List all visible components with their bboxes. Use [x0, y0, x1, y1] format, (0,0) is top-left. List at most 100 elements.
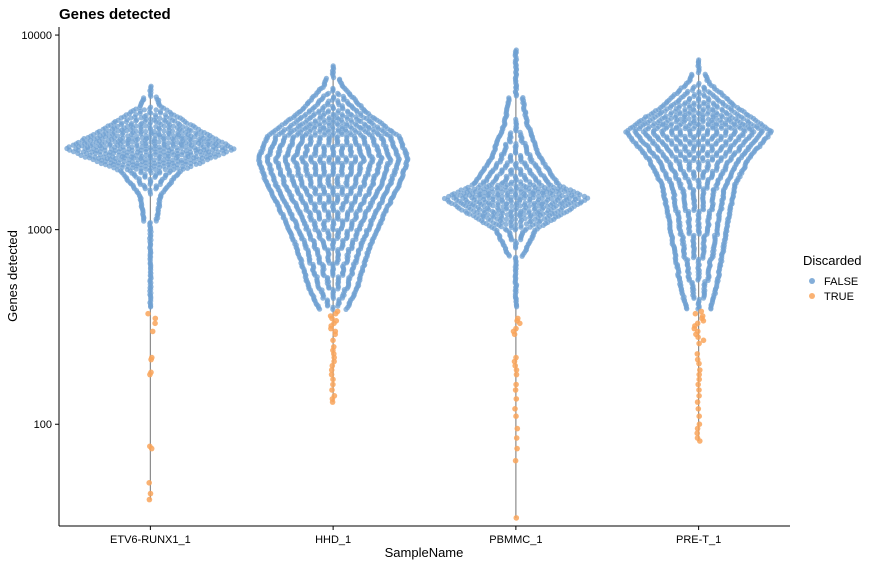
cell-point-kept	[509, 203, 515, 209]
cell-point-kept	[696, 296, 702, 302]
cell-point-kept	[696, 57, 702, 63]
cell-point-kept	[192, 139, 198, 146]
cell-point-kept	[161, 128, 167, 134]
cell-point-kept	[705, 127, 711, 133]
cell-point-kept	[545, 194, 551, 200]
cell-point-kept	[312, 123, 318, 129]
cell-point-discarded	[328, 371, 335, 378]
cell-point-kept	[178, 157, 184, 163]
cell-point-discarded	[512, 362, 518, 369]
cell-point-discarded	[513, 396, 520, 402]
cell-point-kept	[685, 88, 691, 94]
cell-point-discarded	[328, 367, 335, 373]
cell-point-kept	[335, 192, 341, 198]
cell-point-discarded	[513, 435, 520, 441]
cell-point-kept	[129, 144, 135, 150]
cell-point-kept	[508, 152, 514, 159]
cell-point-discarded	[331, 354, 338, 361]
cell-point-discarded	[696, 340, 702, 347]
cell-point-kept	[143, 128, 149, 135]
cell-point-kept	[81, 136, 87, 142]
cell-point-discarded	[512, 457, 519, 464]
cell-point-kept	[167, 115, 173, 121]
cell-point-kept	[330, 237, 336, 243]
y-tick-label: 100	[34, 419, 52, 431]
cell-point-kept	[490, 194, 497, 200]
cell-point-kept	[331, 94, 337, 100]
cell-point-kept	[663, 113, 669, 119]
cell-point-kept	[696, 150, 702, 156]
legend-swatch-true	[809, 293, 815, 299]
cell-point-kept	[133, 128, 139, 134]
cell-point-discarded	[513, 381, 519, 388]
cell-point-kept	[147, 176, 153, 182]
cell-point-kept	[370, 127, 376, 133]
cell-point-kept	[330, 218, 336, 224]
cell-point-kept	[481, 193, 487, 199]
legend-title: Discarded	[803, 253, 862, 268]
cell-point-kept	[705, 149, 711, 156]
cell-point-discarded	[694, 399, 701, 405]
cell-point-kept	[691, 155, 697, 161]
cell-point-kept	[184, 125, 190, 131]
cell-point-kept	[458, 187, 464, 193]
cell-point-kept	[344, 121, 350, 127]
cell-point-discarded	[696, 371, 702, 378]
cell-point-kept	[714, 121, 720, 127]
cell-point-kept	[326, 115, 332, 121]
cell-point-kept	[147, 120, 153, 126]
cell-point-kept	[710, 112, 716, 118]
cell-point-kept	[183, 159, 189, 165]
cell-point-kept	[312, 118, 318, 124]
cell-point-kept	[710, 106, 716, 112]
cell-point-discarded	[694, 430, 700, 437]
cell-point-discarded	[146, 480, 152, 486]
cell-point-discarded	[332, 331, 339, 338]
cell-point-kept	[502, 226, 508, 232]
cell-point-kept	[153, 124, 159, 130]
cell-point-kept	[198, 133, 205, 139]
cell-point-discarded	[695, 381, 701, 388]
cell-point-kept	[709, 154, 716, 160]
cell-point-kept	[157, 115, 163, 121]
cell-point-discarded	[512, 387, 519, 393]
cell-point-kept	[718, 123, 724, 129]
cell-point-discarded	[152, 315, 159, 322]
cell-point-kept	[499, 193, 505, 200]
cell-point-kept	[175, 139, 181, 145]
cell-point-discarded	[694, 425, 701, 432]
cell-point-kept	[513, 221, 519, 227]
cell-point-kept	[317, 192, 323, 198]
cell-point-kept	[696, 177, 702, 183]
y-tick-label: 10000	[21, 30, 52, 42]
cell-point-kept	[151, 128, 157, 135]
cell-point-kept	[696, 95, 702, 101]
cell-point-kept	[512, 238, 518, 244]
cell-point-kept	[495, 200, 501, 206]
cell-point-kept	[696, 80, 702, 86]
cell-point-kept	[705, 103, 711, 109]
y-axis-title: Genes detected	[5, 230, 20, 322]
cell-point-kept	[695, 159, 701, 165]
cell-point-kept	[326, 154, 332, 161]
cell-point-kept	[498, 185, 504, 191]
cell-point-kept	[705, 116, 712, 122]
cell-point-kept	[321, 201, 327, 207]
cell-point-kept	[509, 167, 515, 173]
cell-point-kept	[204, 146, 210, 152]
cell-point-discarded	[329, 362, 336, 369]
cell-point-discarded	[328, 325, 334, 332]
cell-point-kept	[151, 157, 157, 163]
cell-point-kept	[508, 179, 515, 185]
cell-point-kept	[682, 112, 688, 119]
cell-point-kept	[520, 95, 526, 101]
cell-point-discarded	[511, 331, 518, 338]
cell-point-kept	[125, 133, 131, 139]
chart-title: Genes detected	[59, 6, 171, 23]
cell-point-discarded	[332, 310, 339, 317]
cell-point-kept	[700, 133, 707, 139]
cell-point-kept	[339, 111, 345, 118]
cell-point-kept	[137, 108, 143, 114]
cell-point-kept	[141, 95, 147, 101]
cell-point-kept	[161, 133, 167, 139]
